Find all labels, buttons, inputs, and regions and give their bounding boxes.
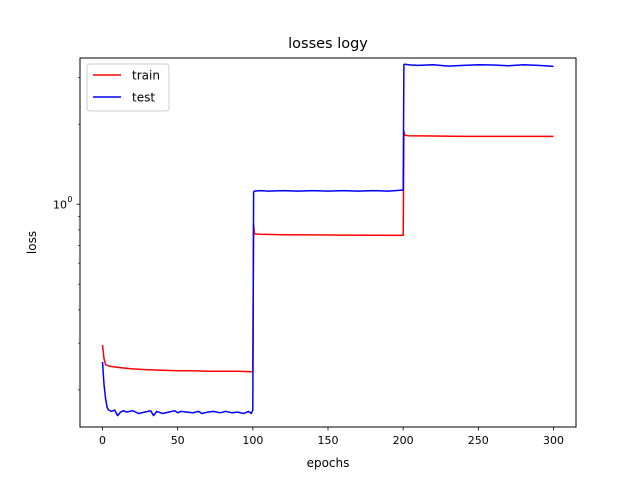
x-tick-label: 100 — [242, 434, 263, 447]
x-tick-label: 0 — [99, 434, 106, 447]
legend-label-train: train — [132, 69, 160, 83]
x-tick-label: 300 — [543, 434, 564, 447]
legend-label-test: test — [132, 91, 155, 105]
x-tick-label: 150 — [318, 434, 339, 447]
series-line-train — [101, 130, 554, 373]
x-axis-label: epochs — [307, 456, 350, 470]
y-tick-label-base: 10 — [53, 199, 67, 212]
plot-frame — [79, 57, 577, 428]
y-axis-label: loss — [25, 231, 39, 254]
series-layer — [101, 63, 554, 417]
y-tick-label-exponent: 0 — [67, 195, 72, 204]
series-line-test — [101, 63, 554, 417]
x-tick-label: 50 — [171, 434, 185, 447]
x-tick-label: 250 — [468, 434, 489, 447]
legend: train test — [86, 63, 170, 112]
chart-title: losses logy — [288, 36, 368, 52]
x-tick-label: 200 — [393, 434, 414, 447]
